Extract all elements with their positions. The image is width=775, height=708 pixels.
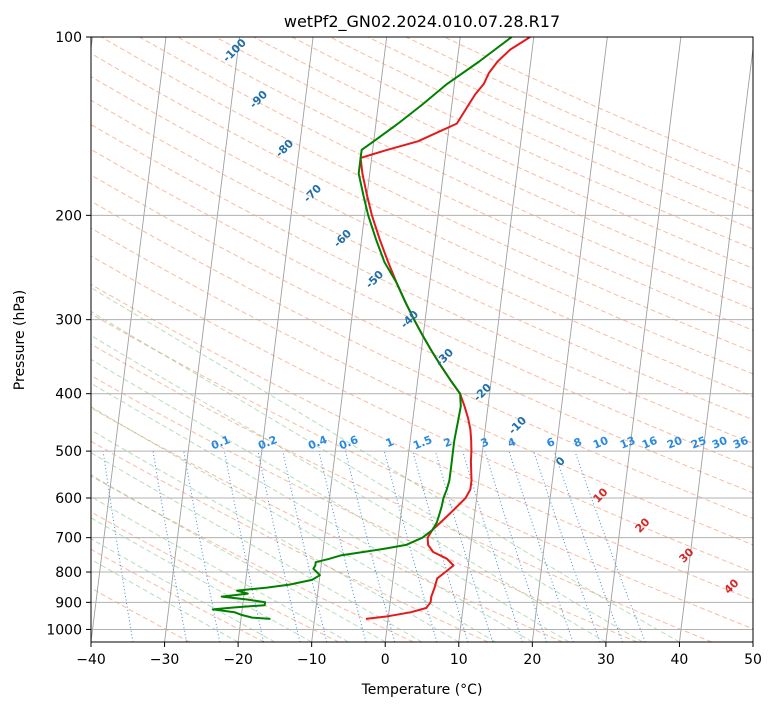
isotherm-line — [605, 37, 682, 642]
y-tick-label: 700 — [55, 531, 82, 547]
x-axis-label: Temperature (°C) — [361, 682, 483, 698]
dry-adiabat — [139, 37, 753, 331]
y-tick-label: 900 — [55, 595, 82, 611]
mixing-ratio-line — [257, 450, 301, 642]
isotherm-line — [678, 44, 753, 642]
sounding-profiles — [211, 37, 531, 620]
moist-adiabat — [91, 558, 239, 642]
x-tick-label: 0 — [381, 652, 390, 668]
chart-title: wetPf2_GN02.2024.010.07.28.R17 — [284, 12, 560, 32]
plot-frame — [90, 36, 754, 643]
y-axis-label: Pressure (hPa) — [12, 290, 28, 390]
x-tick-label: 20 — [523, 652, 541, 668]
isotherm-line — [237, 37, 314, 642]
mixing-ratio-line — [574, 450, 646, 642]
x-tick-label: −10 — [297, 652, 327, 668]
moist-adiabat — [91, 382, 533, 642]
dry-adiabat — [91, 374, 638, 642]
dry-adiabat — [177, 37, 753, 310]
y-tick-label: 400 — [55, 387, 82, 403]
dry-adiabat — [91, 148, 753, 469]
isotherm-line — [311, 37, 388, 642]
moist-adiabat — [91, 452, 423, 642]
mixing-ratio-line — [318, 450, 367, 642]
mixing-ratio-line — [383, 450, 438, 642]
isotherm-line — [458, 37, 535, 642]
y-tick-label: 1000 — [46, 622, 82, 638]
dry-adiabat — [91, 440, 489, 642]
mixing-ratio-label: 20 — [665, 434, 684, 452]
y-tick-label: 800 — [55, 565, 82, 581]
moist-adiabat — [91, 334, 607, 642]
mixing-ratio-label: 2 — [442, 435, 454, 450]
mixing-ratio-label: 3 — [479, 435, 491, 450]
series-line — [359, 37, 531, 620]
y-tick-label: 100 — [55, 30, 82, 46]
y-tick-label: 500 — [55, 444, 82, 460]
dry-adiabat — [91, 200, 753, 520]
moist-adiabat — [91, 474, 386, 642]
mixing-ratio-label: 8 — [572, 435, 584, 450]
moist-adiabat — [91, 517, 312, 642]
x-tick-label: 10 — [450, 652, 468, 668]
dry-adiabat — [91, 548, 265, 642]
dry-adiabat — [91, 313, 753, 630]
mixing-ratio-label: 10 — [591, 434, 610, 452]
mixing-ratio-line — [434, 450, 494, 642]
moist-adiabat — [91, 429, 460, 642]
mixing-ratio-label: 36 — [731, 434, 750, 452]
mixing-ratio-label: 13 — [618, 434, 637, 452]
x-tick-label: 40 — [671, 652, 689, 668]
moist-adiabat — [91, 538, 276, 642]
grid-lines — [91, 37, 753, 642]
x-tick-label: −20 — [223, 652, 253, 668]
mixing-ratio-line — [533, 450, 601, 642]
isotherm-line — [531, 37, 608, 642]
x-tick-label: 30 — [597, 652, 615, 668]
mixing-ratio-label: 30 — [710, 434, 729, 452]
moist-adiabat — [91, 406, 496, 642]
y-tick-label: 200 — [55, 208, 82, 224]
dry-adiabat — [91, 587, 190, 642]
dry-adiabat — [91, 407, 563, 642]
x-axis-ticks: −40 −30 −20 −10 0 10 20 30 40 50 — [76, 642, 762, 668]
mixing-ratio-line — [553, 450, 624, 642]
dry-adiabat — [91, 227, 753, 546]
mixing-ratio-line — [412, 450, 469, 642]
y-tick-label: 600 — [55, 491, 82, 507]
background-lines — [91, 37, 753, 642]
dry-adiabat — [215, 37, 753, 290]
mixing-ratio-line — [223, 451, 264, 642]
x-tick-label: 50 — [744, 652, 762, 668]
moist-adiabat — [91, 496, 349, 642]
dry-adiabat — [91, 174, 753, 494]
series-line — [211, 37, 513, 620]
moist-adiabat — [91, 310, 643, 642]
mixing-ratio-label: 1 — [384, 435, 396, 450]
x-tick-label: −40 — [76, 652, 106, 668]
moist-adiabat — [91, 358, 570, 642]
dry-adiabat — [91, 124, 753, 445]
mixing-ratio-label: 16 — [640, 434, 659, 452]
isotherm-line — [384, 37, 461, 642]
y-tick-label: 300 — [55, 313, 82, 329]
mixing-ratio-label: 25 — [689, 434, 708, 452]
mixing-ratio-line — [484, 450, 548, 642]
isotherm-line — [91, 37, 167, 642]
dry-adiabat — [101, 37, 753, 353]
y-axis-ticks: 1000 900 800 700 600 500 400 300 200 100 — [46, 30, 91, 638]
x-tick-label: −30 — [150, 652, 180, 668]
mixing-ratio-line — [508, 450, 574, 642]
mixing-ratio-line — [345, 450, 396, 642]
mixing-ratio-line — [462, 450, 523, 642]
isotherm-line — [164, 37, 241, 642]
